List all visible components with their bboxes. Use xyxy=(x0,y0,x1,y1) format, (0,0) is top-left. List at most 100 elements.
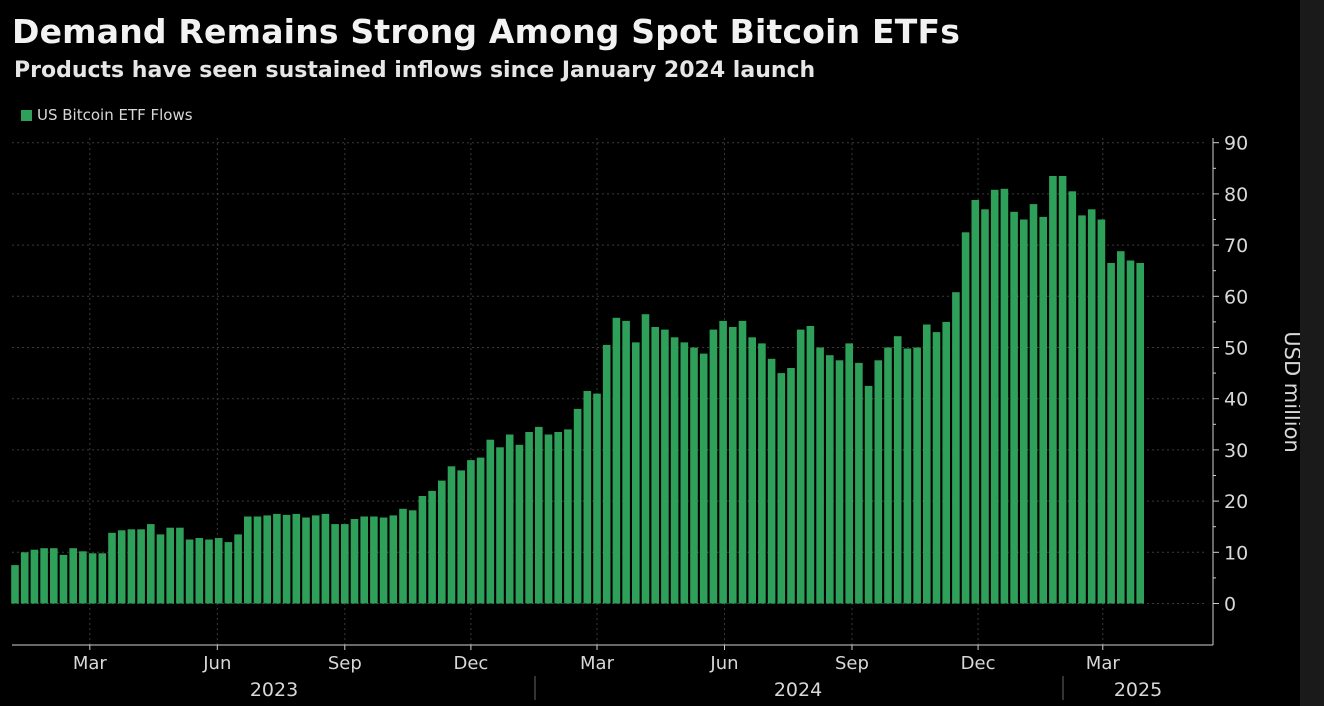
bar xyxy=(758,343,766,604)
bar xyxy=(253,516,262,604)
bar xyxy=(641,314,650,604)
legend: US Bitcoin ETF Flows xyxy=(21,106,193,124)
bar xyxy=(59,554,68,604)
bar xyxy=(205,539,213,604)
bar xyxy=(632,342,640,604)
bar xyxy=(680,342,689,604)
bar xyxy=(699,353,708,604)
bar xyxy=(796,329,805,604)
y-tick-label: 50 xyxy=(1224,338,1248,360)
bar xyxy=(399,508,407,604)
bar xyxy=(244,516,252,604)
bar xyxy=(903,348,912,604)
bar xyxy=(486,439,495,604)
bar xyxy=(971,200,980,604)
x-year-label: 2023 xyxy=(250,679,298,701)
bar xyxy=(476,457,485,604)
legend-label: US Bitcoin ETF Flows xyxy=(37,106,193,124)
bar xyxy=(952,292,960,604)
x-tick-label: Sep xyxy=(328,653,362,674)
x-tick-label: Sep xyxy=(835,653,869,674)
bar xyxy=(20,552,29,604)
bar xyxy=(137,529,145,604)
bar xyxy=(1058,176,1067,604)
bar xyxy=(864,385,873,604)
x-tick-label: Dec xyxy=(961,653,996,674)
bar xyxy=(816,347,824,604)
bar xyxy=(1020,219,1028,604)
bar xyxy=(593,393,601,604)
bar xyxy=(670,337,679,604)
bar xyxy=(767,358,776,604)
bar xyxy=(874,360,883,604)
bar xyxy=(738,320,747,604)
bar xyxy=(176,527,184,604)
bar xyxy=(117,530,126,604)
bar xyxy=(1117,251,1125,604)
bar xyxy=(961,232,970,604)
bar xyxy=(127,529,136,604)
bar xyxy=(622,320,630,604)
y-tick-label: 30 xyxy=(1224,440,1248,462)
x-year-label: 2025 xyxy=(1114,679,1162,701)
bar xyxy=(389,515,398,604)
bar xyxy=(185,539,194,604)
bar xyxy=(1078,215,1086,604)
bar xyxy=(408,510,417,604)
bar xyxy=(729,327,737,604)
bar xyxy=(1087,209,1096,604)
x-tick-label: Mar xyxy=(580,653,615,674)
bar xyxy=(147,524,155,604)
bar xyxy=(79,551,87,604)
bar xyxy=(1010,211,1018,604)
x-year-label: 2024 xyxy=(774,679,822,701)
x-tick-label: Mar xyxy=(73,653,108,674)
chart-title: Demand Remains Strong Among Spot Bitcoin… xyxy=(12,12,961,51)
bar xyxy=(690,347,698,604)
bar xyxy=(884,347,892,604)
bar xyxy=(457,470,465,604)
bar xyxy=(535,426,543,604)
bar xyxy=(69,548,77,604)
y-tick-label: 20 xyxy=(1224,491,1248,513)
x-tick-label: Jun xyxy=(709,653,738,674)
y-tick-label: 0 xyxy=(1224,594,1236,616)
bar xyxy=(321,513,330,604)
bar xyxy=(564,429,572,604)
bar xyxy=(428,490,436,604)
y-tick-label: 10 xyxy=(1224,542,1248,564)
bar xyxy=(990,189,999,604)
bar xyxy=(661,329,669,604)
bar xyxy=(341,524,349,604)
bar xyxy=(826,355,834,604)
x-tick-label: Mar xyxy=(1086,653,1121,674)
y-tick-label: 60 xyxy=(1224,286,1248,308)
bar xyxy=(583,391,592,604)
y-tick-label: 70 xyxy=(1224,235,1248,257)
bar xyxy=(602,344,611,604)
bar xyxy=(1029,204,1038,604)
bar xyxy=(360,516,368,604)
bar xyxy=(932,332,941,604)
chart-subtitle: Products have seen sustained inflows sin… xyxy=(14,58,816,83)
bar xyxy=(379,517,388,604)
y-tick-label: 80 xyxy=(1224,184,1248,206)
bar xyxy=(806,326,815,604)
bar xyxy=(1049,176,1057,604)
bar xyxy=(544,434,553,604)
bar xyxy=(893,336,902,604)
bar xyxy=(98,553,107,604)
bar xyxy=(719,320,727,604)
page-edge xyxy=(1300,0,1324,706)
bar xyxy=(224,542,233,604)
bar xyxy=(1000,188,1009,604)
bar xyxy=(505,434,514,604)
bar xyxy=(282,514,291,604)
bar xyxy=(40,548,48,604)
bar xyxy=(1126,260,1135,604)
bar xyxy=(214,538,223,604)
bar xyxy=(923,324,931,604)
bar xyxy=(311,515,320,604)
